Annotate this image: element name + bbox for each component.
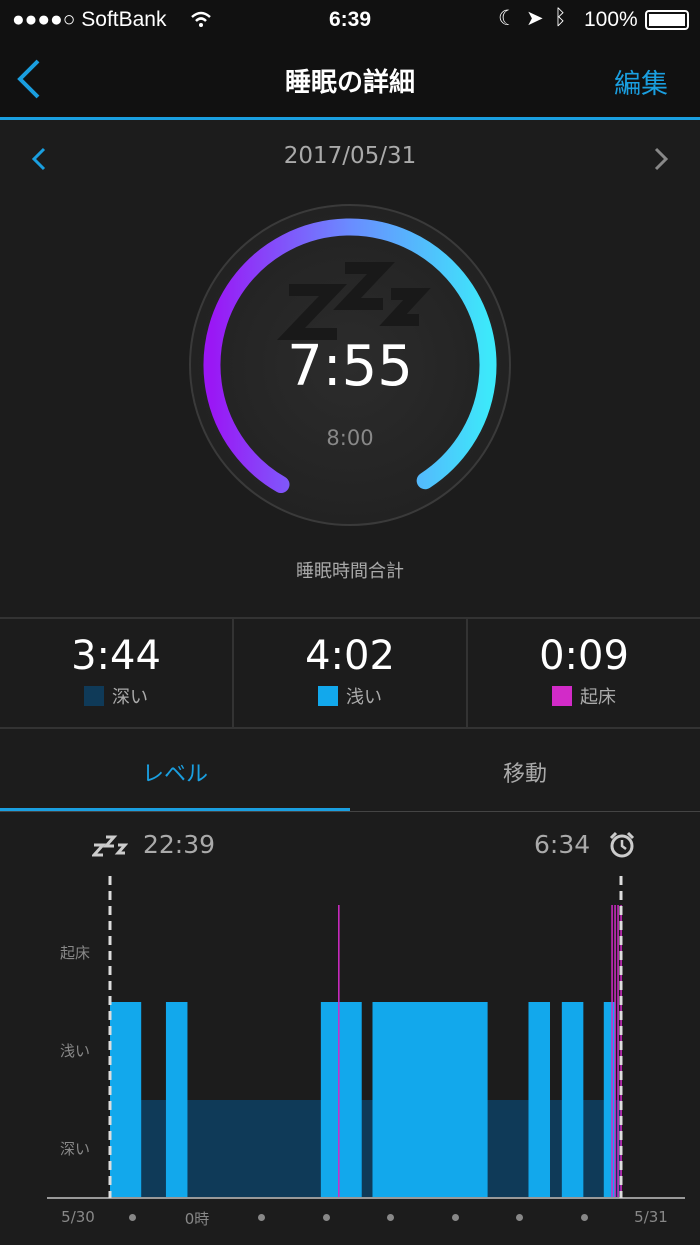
light-sleep-bar	[603, 1002, 615, 1198]
sleep-goal: 8:00	[326, 426, 374, 450]
moon-icon: ☾	[498, 7, 517, 30]
date-label: 2017/05/31	[283, 143, 417, 169]
light-sleep-bar	[372, 1002, 488, 1198]
page-title: 睡眠の詳細	[284, 68, 415, 98]
alarm-clock-icon	[609, 831, 635, 858]
stat-light: 4:02 浅い	[234, 619, 468, 727]
tab-movement[interactable]: 移動	[502, 762, 547, 787]
x-label-midnight: 0時	[184, 1210, 210, 1228]
carrier: ●●●●○ SoftBank	[12, 8, 167, 31]
awake-bar	[611, 905, 613, 1198]
stat-label: 深い	[112, 687, 148, 708]
ring-caption: 睡眠時間合計	[296, 561, 404, 582]
wake-time: 6:34	[534, 830, 591, 859]
awake-bar	[620, 905, 622, 1198]
hour-tick-dot	[387, 1214, 395, 1221]
stat-awake: 0:09 起床	[468, 619, 700, 727]
awake-bar	[617, 905, 619, 1198]
y-label-deep: 深い	[60, 1140, 91, 1158]
x-label-start: 5/30	[61, 1208, 95, 1226]
awake-bar	[338, 905, 340, 1198]
awake-swatch	[552, 686, 572, 706]
hour-tick-dot	[258, 1214, 266, 1221]
sleep-progress-arc	[203, 218, 497, 494]
hour-tick-dot	[516, 1214, 524, 1221]
battery-percent: 100%	[584, 8, 638, 31]
hour-tick-dot	[322, 1214, 330, 1221]
hour-tick-dot	[129, 1214, 137, 1221]
total-sleep: 7:55	[287, 334, 413, 399]
edit-button[interactable]: 編集	[614, 69, 668, 100]
stat-label: 起床	[580, 687, 616, 708]
light-sleep-bar	[528, 1002, 550, 1198]
y-label-light: 浅い	[60, 1042, 91, 1060]
tab-bar: レベル 移動	[0, 730, 700, 812]
light-sleep-bar	[320, 1002, 362, 1198]
stage-summary: 3:44 深い 4:02 浅い 0:09 起床	[0, 617, 700, 729]
stat-deep: 3:44 深い	[0, 619, 234, 727]
light-sleep-bar	[165, 1002, 188, 1198]
zzz-watermark-icon	[276, 262, 431, 340]
stat-value: 0:09	[539, 633, 629, 679]
clock: 6:39	[328, 8, 372, 31]
prev-date-icon[interactable]	[30, 146, 48, 172]
stat-value: 4:02	[305, 633, 395, 679]
light-swatch	[318, 686, 338, 706]
nav-bar: 睡眠の詳細 編集	[0, 40, 700, 120]
battery-icon	[645, 10, 689, 30]
wifi-icon	[191, 11, 211, 27]
light-sleep-bar	[110, 1002, 142, 1198]
location-icon: ➤	[526, 7, 544, 30]
tab-level[interactable]: レベル	[0, 730, 350, 811]
status-bar: ●●●●○ SoftBank 6:39 ☾ ➤ ᛒ 100%	[0, 0, 700, 40]
light-sleep-bar	[561, 1002, 584, 1198]
back-icon[interactable]	[14, 58, 42, 100]
x-label-end: 5/31	[634, 1208, 668, 1226]
sleep-ring	[189, 204, 511, 526]
deep-swatch	[84, 686, 104, 706]
hour-tick-dot	[451, 1214, 459, 1221]
hour-tick-dot	[580, 1214, 588, 1221]
stat-value: 3:44	[71, 633, 161, 679]
y-label-awake: 起床	[60, 944, 91, 962]
stat-label: 浅い	[346, 687, 382, 708]
sleep-start-icon	[92, 835, 128, 857]
awake-bar	[614, 905, 616, 1198]
next-date-icon[interactable]	[652, 146, 670, 172]
bluetooth-icon: ᛒ	[554, 6, 567, 29]
sleep-start-time: 22:39	[143, 830, 216, 859]
